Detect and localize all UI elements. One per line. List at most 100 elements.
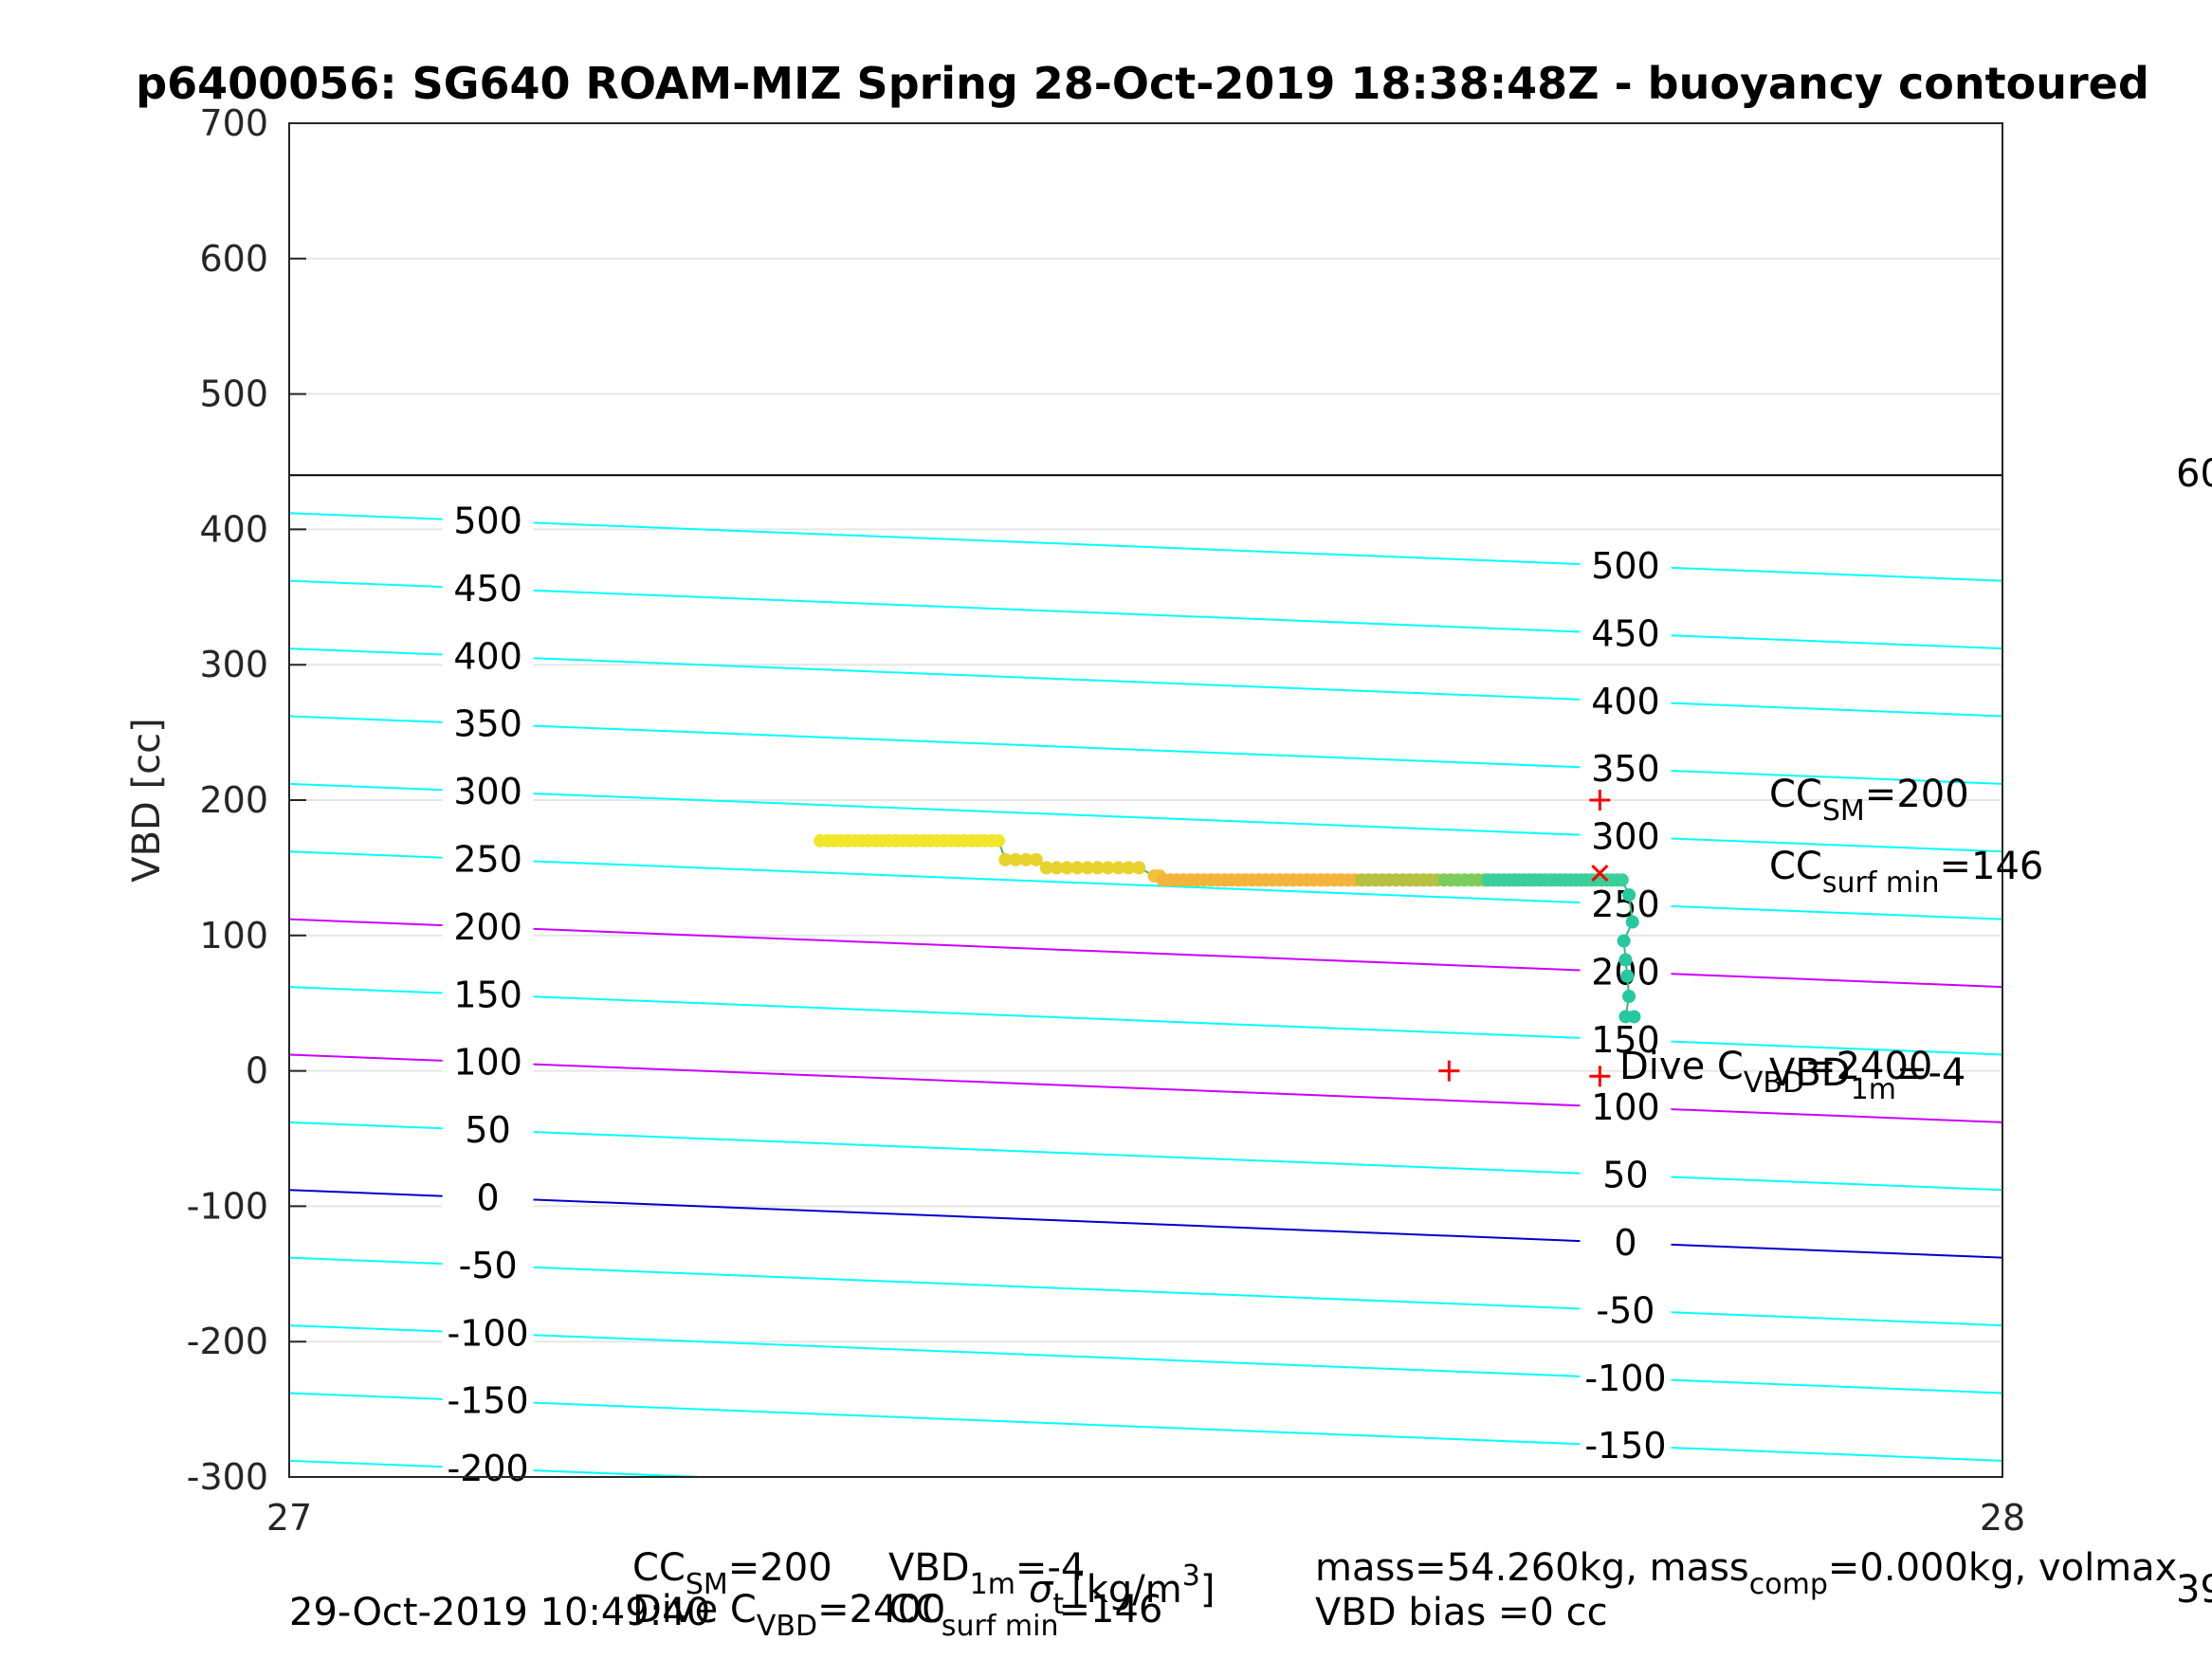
contour-label-bg [442,500,534,542]
footer-dive-c-vbd: Dive CVBD=2400 [632,1588,945,1643]
contour-label-bg [442,635,534,678]
contour-label-bg [1580,1221,1672,1264]
colorbar-label-bottom: 39 [2176,1568,2212,1612]
data-point [1122,861,1136,875]
x-axis-ticks: 27 28 [266,1460,2025,1539]
data-point [1009,852,1023,866]
data-point [1627,1010,1641,1024]
contour-label: 500 [1591,545,1660,587]
y-tick-label: 300 [199,644,268,685]
y-tick-label: 0 [246,1050,268,1092]
contour-label: 450 [1591,612,1660,654]
y-tick-label: 700 [199,102,268,144]
contour-line [288,715,2003,785]
footer-vbd-bias: VBD bias =0 cc [1315,1591,1608,1634]
contour-label-bg [1580,1018,1672,1061]
contour-label-bg [1580,1425,1672,1468]
contour-label: 150 [453,974,522,1015]
y-tick-label: -100 [187,1185,268,1227]
contour-line [288,579,2003,650]
contour-label: 500 [453,501,522,542]
data-point [1615,873,1629,887]
data-point [1101,861,1115,875]
contour-label: 150 [1591,1019,1660,1061]
marker-x [1591,865,1609,883]
contour-label: 100 [1591,1086,1660,1128]
data-point [1070,861,1085,875]
contour-label-bg [1580,680,1672,722]
contour-label-bg [442,1244,534,1286]
annotation-dive-c-vbd: Dive CVBD=2400 [1619,1045,1932,1100]
x-tick-label: 27 [266,1497,312,1539]
contour-label: -50 [459,1245,518,1286]
contour-line [288,1053,2003,1123]
contour-label-bg [1580,612,1672,655]
data-point [1625,915,1639,929]
y-tick-label: -300 [187,1456,268,1498]
y-axis-ticks: 700 600 500 400 300 200 100 0 -100 -200 -300 [187,102,306,1498]
footer-mass: mass=54.260kg, masscomp=0.000kg, volmax [1315,1546,2177,1601]
data-point [1060,861,1074,875]
contour-label-bg [442,1448,534,1490]
contour-label: -100 [447,1312,528,1354]
y-tick-label: 500 [199,374,268,415]
contour-label: 0 [477,1177,500,1219]
contour-label-bg [1580,1289,1672,1332]
footer-sigma-label: σt [kg/m3] [1029,1559,1215,1621]
contour-label: 50 [465,1109,510,1151]
footer-vbd-1m: VBD1m=-4 [888,1546,1085,1601]
contour-label-bg [1580,748,1672,791]
data-point [1617,934,1631,948]
contour-line [288,512,2003,582]
y-tick-label: 100 [199,915,268,957]
contour-label-bg [442,771,534,813]
contour-label-bg [1580,1086,1672,1129]
contour-label: 400 [1591,681,1660,722]
contour-label: 50 [1602,1155,1648,1196]
contour-label: -150 [447,1380,528,1422]
chart-title: p6400056: SG640 ROAM-MIZ Spring 28-Oct-2… [136,58,2149,109]
contour-line [288,1392,2003,1462]
data-points [814,833,1641,1024]
markers [1438,790,1611,1087]
grid [289,122,2002,1478]
contour-lines: 500450400350300250200150100500-50-100-15… [288,500,2003,1490]
contour-label-bg [1580,815,1672,858]
data-point [1019,852,1033,866]
data-point [1029,852,1043,866]
y-axis-label: VBD [cc] [125,718,169,883]
colorbar-label-top: 60 [2176,452,2212,496]
contour-label: -200 [447,1448,528,1489]
contour-line [288,1256,2003,1327]
data-point [1618,953,1633,967]
y-tick-label: 200 [199,779,268,821]
data-point [1111,861,1125,875]
contour-label: 100 [453,1042,522,1084]
contour-line [288,647,2003,718]
data-point [1090,861,1105,875]
annotation-cc-surf-min: CCsurf min=146 [1769,845,2043,900]
contour-label: 350 [453,703,522,745]
contour-label-bg [1580,1357,1672,1399]
y-tick-label: 400 [199,508,268,550]
contour-label-bg [442,1041,534,1084]
contour-line [288,1324,2003,1395]
data-point [1622,990,1636,1004]
contour-label-bg [442,1176,534,1219]
contour-label: -150 [1584,1425,1666,1467]
contour-label: -50 [1596,1289,1654,1331]
data-point [1081,861,1095,875]
footer-cc-sm: CCSM=200 [632,1546,832,1601]
contour-line [288,1189,2003,1259]
contour-label: 400 [453,635,522,677]
contour-line [288,1121,2003,1192]
data-point [992,833,1006,848]
data-point [1050,861,1064,875]
contour-label-bg [442,838,534,881]
contour-label-bg [442,1312,534,1355]
contour-label-bg [1580,544,1672,587]
annotation-vbd-1m: VBD1m=-4 [1769,1051,1965,1106]
contour-label: 450 [453,568,522,610]
contour-label-bg [442,1379,534,1422]
